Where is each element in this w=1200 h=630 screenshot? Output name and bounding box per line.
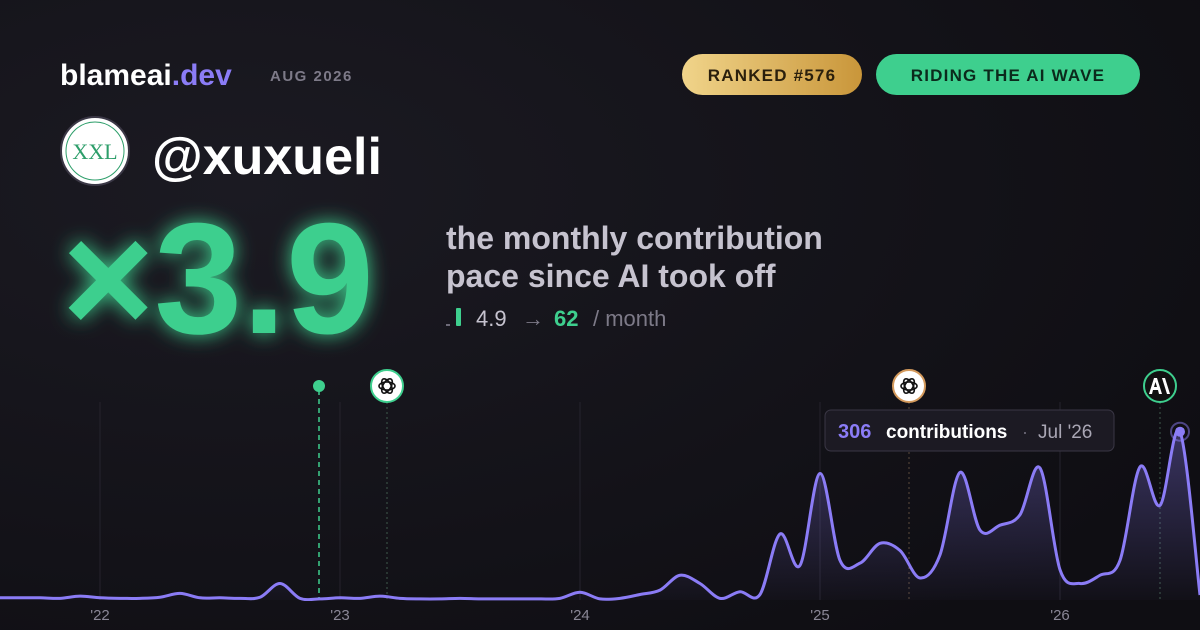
x-tick-label: '22 (90, 607, 110, 624)
avatar-ring (65, 121, 125, 181)
peak-ring (1170, 421, 1190, 442)
tooltip-label: contributions (886, 422, 1007, 443)
plot (0, 428, 1200, 601)
openai-icon (370, 369, 404, 403)
headline-line: the monthly contribution (446, 220, 823, 256)
x-tick-label: '24 (570, 607, 590, 624)
tooltip: 306 contributions · Jul '26 (824, 409, 1115, 452)
openai-icon (892, 369, 926, 403)
area (0, 429, 1200, 600)
peak-dot (1175, 426, 1185, 437)
brand: blameai.dev (60, 59, 232, 92)
anthropic-icon (1143, 369, 1177, 403)
avatar-text: XXL (72, 139, 117, 164)
pace-unit: / month (593, 306, 666, 331)
pace-bar-before (446, 324, 450, 326)
pace-from: 4.9 (476, 306, 507, 331)
pace-arrow: → (522, 306, 544, 331)
avatar (60, 116, 130, 186)
x-tick-label: '23 (330, 607, 350, 624)
handle: @xuxueli (152, 128, 382, 186)
event-dot (313, 380, 325, 392)
line (0, 428, 1200, 601)
rank-badge (682, 54, 862, 95)
tooltip-box (824, 409, 1115, 452)
pace-to: 62 (554, 306, 578, 331)
rank-text: RANKED #576 (708, 66, 836, 85)
tooltip-date: Jul '26 (1038, 422, 1092, 443)
wave-text: RIDING THE AI WAVE (911, 66, 1105, 85)
headline-line: pace since AI took off (446, 258, 776, 294)
x-tick-label: '26 (1050, 607, 1070, 624)
date: AUG 2026 (270, 68, 353, 85)
x-tick-label: '25 (810, 607, 830, 624)
brand-name: blameai (60, 59, 172, 92)
tooltip-separator: · (1022, 422, 1028, 442)
tooltip-value: 306 (838, 421, 871, 443)
multiplier: ×3.9 (62, 191, 374, 367)
brand-tld: .dev (172, 59, 232, 92)
pace-bar-after (456, 308, 461, 326)
wave-badge (876, 54, 1140, 95)
